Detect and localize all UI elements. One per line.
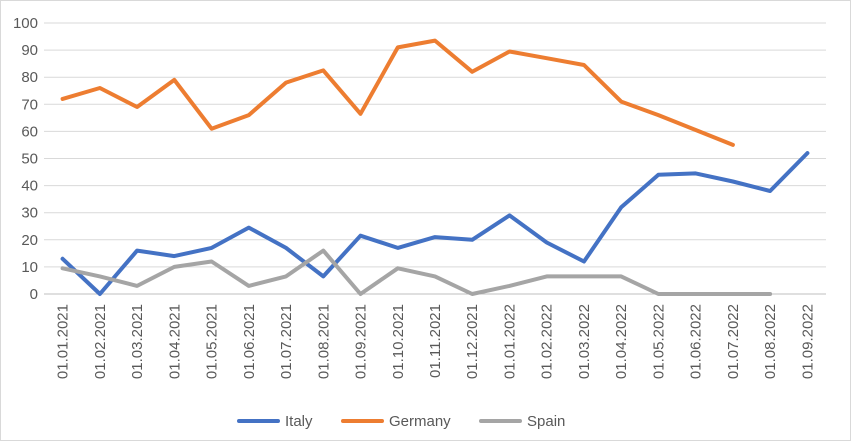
x-tick-label: 01.02.2021 — [92, 304, 109, 379]
y-tick-label: 90 — [21, 42, 38, 59]
x-tick-label: 01.09.2022 — [799, 304, 816, 379]
y-tick-label: 30 — [21, 205, 38, 222]
x-tick-label: 01.12.2021 — [464, 304, 481, 379]
legend: Italy Germany Spain — [237, 413, 565, 430]
x-tick-label: 01.06.2022 — [688, 304, 705, 379]
x-tick-label: 01.01.2021 — [55, 304, 72, 379]
y-tick-label: 70 — [21, 96, 38, 113]
y-tick-label: 60 — [21, 123, 38, 140]
x-tick-label: 01.07.2022 — [725, 304, 742, 379]
x-tick-label: 01.04.2022 — [613, 304, 630, 379]
legend-label-italy: Italy — [285, 413, 313, 430]
x-tick-label: 01.03.2022 — [576, 304, 593, 379]
x-tick-label: 01.11.2021 — [427, 304, 444, 378]
y-tick-label: 0 — [30, 286, 38, 303]
x-tick-label: 01.05.2022 — [650, 304, 667, 379]
x-axis-tick-labels: 01.01.2021 01.02.2021 01.03.2021 01.04.2021… — [55, 304, 817, 379]
legend-label-spain: Spain — [527, 413, 565, 430]
x-tick-label: 01.08.2021 — [315, 304, 332, 379]
y-tick-label: 100 — [13, 15, 38, 32]
x-tick-label: 01.08.2022 — [762, 304, 779, 379]
series-line-germany — [60, 38, 735, 147]
x-tick-label: 01.10.2021 — [390, 304, 407, 379]
legend-label-germany: Germany — [389, 413, 451, 430]
x-tick-label: 01.06.2021 — [241, 304, 258, 379]
x-tick-label: 01.03.2021 — [129, 304, 146, 379]
series-line-spain — [60, 248, 773, 296]
x-tick-label: 01.07.2021 — [278, 304, 295, 379]
y-tick-label: 80 — [21, 69, 38, 86]
series-lines — [60, 38, 810, 296]
x-tick-label: 01.09.2021 — [353, 304, 370, 379]
series-line-italy — [60, 151, 810, 296]
x-tick-label: 01.02.2022 — [539, 304, 556, 379]
x-tick-label: 01.01.2022 — [501, 304, 518, 379]
y-tick-label: 20 — [21, 232, 38, 249]
y-tick-label: 40 — [21, 178, 38, 195]
x-tick-label: 01.05.2021 — [204, 304, 221, 379]
x-tick-label: 01.04.2021 — [166, 304, 183, 379]
y-tick-label: 10 — [21, 259, 38, 276]
y-axis-tick-labels: 0 10 20 30 40 50 60 70 80 90 100 — [13, 15, 38, 303]
y-tick-label: 50 — [21, 151, 38, 168]
